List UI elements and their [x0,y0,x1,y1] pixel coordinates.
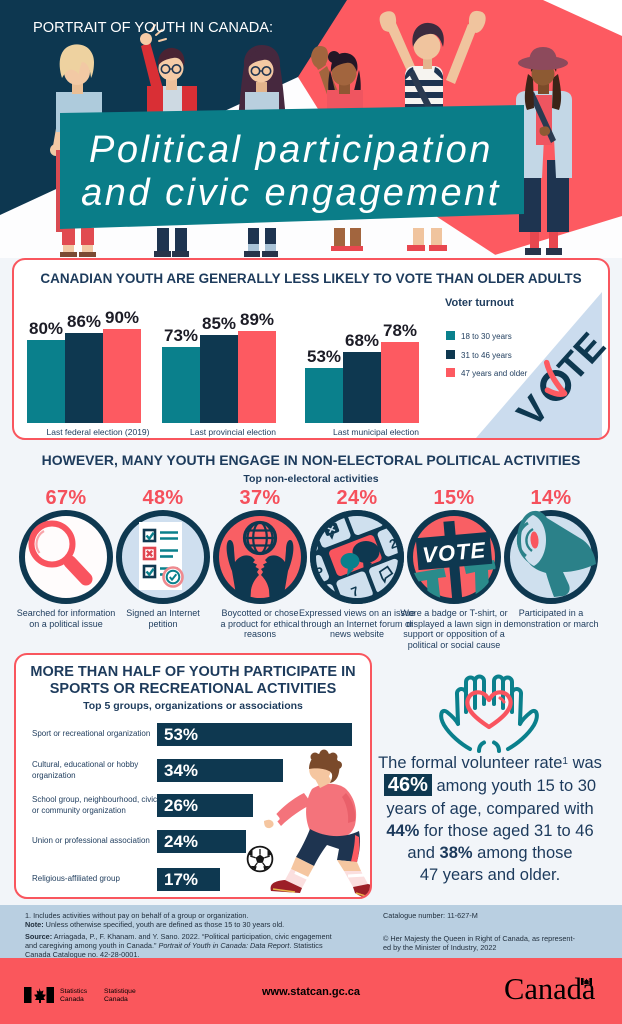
svg-text:Political participation: Political participation [89,129,493,171]
svg-text:VOTE: VOTE [421,537,487,568]
svg-text:and civic engagement: and civic engagement [81,172,501,214]
svg-text:2: 2 [387,535,399,552]
svg-text:P: P [312,563,326,580]
svg-text:PORTRAIT OF YOUTH IN CANADA:: PORTRAIT OF YOUTH IN CANADA: [33,20,273,36]
